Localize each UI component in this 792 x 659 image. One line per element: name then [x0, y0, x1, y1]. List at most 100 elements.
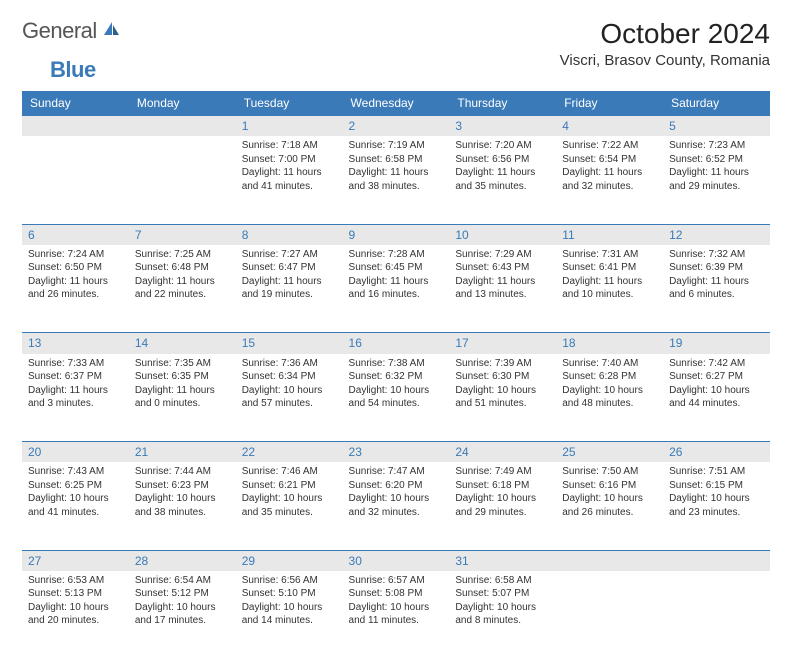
weekday-header: Monday — [129, 91, 236, 116]
day-number-cell: 13 — [22, 333, 129, 354]
daylight-line: Daylight: 10 hours and 48 minutes. — [562, 384, 657, 411]
daylight-line: Daylight: 11 hours and 16 minutes. — [349, 275, 444, 302]
daylight-line: Daylight: 11 hours and 38 minutes. — [349, 166, 444, 193]
location: Viscri, Brasov County, Romania — [560, 52, 770, 69]
sunrise-line: Sunrise: 7:40 AM — [562, 357, 657, 371]
daylight-line: Daylight: 11 hours and 26 minutes. — [28, 275, 123, 302]
sunrise-line: Sunrise: 7:46 AM — [242, 465, 337, 479]
day-number-cell — [663, 550, 770, 571]
sunset-line: Sunset: 6:23 PM — [135, 479, 230, 493]
day-cell: Sunrise: 7:20 AMSunset: 6:56 PMDaylight:… — [449, 136, 556, 224]
day-cell: Sunrise: 7:44 AMSunset: 6:23 PMDaylight:… — [129, 462, 236, 550]
day-number-cell: 30 — [343, 550, 450, 571]
daylight-line: Daylight: 11 hours and 32 minutes. — [562, 166, 657, 193]
daynum-row: 2728293031 — [22, 550, 770, 571]
daylight-line: Daylight: 10 hours and 44 minutes. — [669, 384, 764, 411]
sunset-line: Sunset: 5:07 PM — [455, 587, 550, 601]
day-number-cell — [129, 116, 236, 137]
day-number-cell: 21 — [129, 442, 236, 463]
sunset-line: Sunset: 6:48 PM — [135, 261, 230, 275]
day-cell: Sunrise: 7:32 AMSunset: 6:39 PMDaylight:… — [663, 245, 770, 333]
day-cell: Sunrise: 7:36 AMSunset: 6:34 PMDaylight:… — [236, 354, 343, 442]
day-cell: Sunrise: 7:50 AMSunset: 6:16 PMDaylight:… — [556, 462, 663, 550]
day-cell: Sunrise: 7:24 AMSunset: 6:50 PMDaylight:… — [22, 245, 129, 333]
day-number-cell: 6 — [22, 224, 129, 245]
daynum-row: 13141516171819 — [22, 333, 770, 354]
sunrise-line: Sunrise: 7:25 AM — [135, 248, 230, 262]
daylight-line: Daylight: 11 hours and 13 minutes. — [455, 275, 550, 302]
day-cell: Sunrise: 7:39 AMSunset: 6:30 PMDaylight:… — [449, 354, 556, 442]
sunrise-line: Sunrise: 7:28 AM — [349, 248, 444, 262]
weekday-header-row: SundayMondayTuesdayWednesdayThursdayFrid… — [22, 91, 770, 116]
sunset-line: Sunset: 5:10 PM — [242, 587, 337, 601]
week-row: Sunrise: 7:18 AMSunset: 7:00 PMDaylight:… — [22, 136, 770, 224]
weekday-header: Thursday — [449, 91, 556, 116]
day-cell: Sunrise: 6:58 AMSunset: 5:07 PMDaylight:… — [449, 571, 556, 659]
weekday-header: Tuesday — [236, 91, 343, 116]
day-number-cell: 8 — [236, 224, 343, 245]
day-number-cell: 17 — [449, 333, 556, 354]
sunset-line: Sunset: 6:35 PM — [135, 370, 230, 384]
sunrise-line: Sunrise: 7:35 AM — [135, 357, 230, 371]
daynum-row: 6789101112 — [22, 224, 770, 245]
daylight-line: Daylight: 10 hours and 54 minutes. — [349, 384, 444, 411]
day-number-cell: 1 — [236, 116, 343, 137]
day-cell: Sunrise: 7:22 AMSunset: 6:54 PMDaylight:… — [556, 136, 663, 224]
daylight-line: Daylight: 10 hours and 32 minutes. — [349, 492, 444, 519]
sunset-line: Sunset: 6:15 PM — [669, 479, 764, 493]
sunset-line: Sunset: 6:50 PM — [28, 261, 123, 275]
sail-icon — [101, 20, 121, 43]
sunrise-line: Sunrise: 7:19 AM — [349, 139, 444, 153]
day-cell: Sunrise: 7:40 AMSunset: 6:28 PMDaylight:… — [556, 354, 663, 442]
day-cell: Sunrise: 7:18 AMSunset: 7:00 PMDaylight:… — [236, 136, 343, 224]
day-cell — [556, 571, 663, 659]
sunset-line: Sunset: 6:18 PM — [455, 479, 550, 493]
daynum-row: 20212223242526 — [22, 442, 770, 463]
daynum-row: 12345 — [22, 116, 770, 137]
day-cell: Sunrise: 6:54 AMSunset: 5:12 PMDaylight:… — [129, 571, 236, 659]
day-cell: Sunrise: 7:25 AMSunset: 6:48 PMDaylight:… — [129, 245, 236, 333]
sunset-line: Sunset: 6:56 PM — [455, 153, 550, 167]
week-row: Sunrise: 7:43 AMSunset: 6:25 PM Daylight:… — [22, 462, 770, 550]
sunset-line: Sunset: 6:16 PM — [562, 479, 657, 493]
daylight-line: Daylight: 10 hours and 14 minutes. — [242, 601, 337, 628]
sunset-line: Sunset: 6:25 PM — [28, 479, 123, 493]
sunset-line: Sunset: 6:34 PM — [242, 370, 337, 384]
sunset-line: Sunset: 6:47 PM — [242, 261, 337, 275]
daylight-line: Daylight: 11 hours and 22 minutes. — [135, 275, 230, 302]
sunrise-line: Sunrise: 7:43 AM — [28, 465, 123, 479]
day-number-cell: 4 — [556, 116, 663, 137]
sunset-line: Sunset: 6:41 PM — [562, 261, 657, 275]
day-cell: Sunrise: 7:43 AMSunset: 6:25 PMDaylight:… — [22, 462, 129, 550]
calendar-table: SundayMondayTuesdayWednesdayThursdayFrid… — [22, 91, 770, 659]
sunset-line: Sunset: 7:00 PM — [242, 153, 337, 167]
day-number-cell: 24 — [449, 442, 556, 463]
day-cell: Sunrise: 7:23 AMSunset: 6:52 PMDaylight:… — [663, 136, 770, 224]
daylight-line: Daylight: 11 hours and 3 minutes. — [28, 384, 123, 411]
sunrise-line: Sunrise: 7:32 AM — [669, 248, 764, 262]
sunrise-line: Sunrise: 7:23 AM — [669, 139, 764, 153]
sunrise-line: Sunrise: 6:57 AM — [349, 574, 444, 588]
logo-text-general: General — [22, 18, 97, 44]
day-cell: Sunrise: 7:38 AMSunset: 6:32 PMDaylight:… — [343, 354, 450, 442]
day-cell: Sunrise: 7:19 AMSunset: 6:58 PMDaylight:… — [343, 136, 450, 224]
logo: General — [22, 18, 123, 44]
sunrise-line: Sunrise: 7:29 AM — [455, 248, 550, 262]
sunset-line: Sunset: 6:20 PM — [349, 479, 444, 493]
sunrise-line: Sunrise: 7:38 AM — [349, 357, 444, 371]
daylight-line: Daylight: 11 hours and 29 minutes. — [669, 166, 764, 193]
sunrise-line: Sunrise: 7:49 AM — [455, 465, 550, 479]
day-number-cell: 18 — [556, 333, 663, 354]
sunrise-line: Sunrise: 7:24 AM — [28, 248, 123, 262]
day-cell: Sunrise: 7:27 AMSunset: 6:47 PMDaylight:… — [236, 245, 343, 333]
day-cell: Sunrise: 7:49 AMSunset: 6:18 PMDaylight:… — [449, 462, 556, 550]
sunrise-line: Sunrise: 7:22 AM — [562, 139, 657, 153]
sunset-line: Sunset: 6:28 PM — [562, 370, 657, 384]
day-number-cell: 19 — [663, 333, 770, 354]
daylight-line: Daylight: 10 hours and 17 minutes. — [135, 601, 230, 628]
sunset-line: Sunset: 6:43 PM — [455, 261, 550, 275]
day-number-cell: 27 — [22, 550, 129, 571]
daylight-line: Daylight: 10 hours and 8 minutes. — [455, 601, 550, 628]
day-cell: Sunrise: 7:35 AMSunset: 6:35 PMDaylight:… — [129, 354, 236, 442]
day-cell: Sunrise: 7:46 AMSunset: 6:21 PMDaylight:… — [236, 462, 343, 550]
